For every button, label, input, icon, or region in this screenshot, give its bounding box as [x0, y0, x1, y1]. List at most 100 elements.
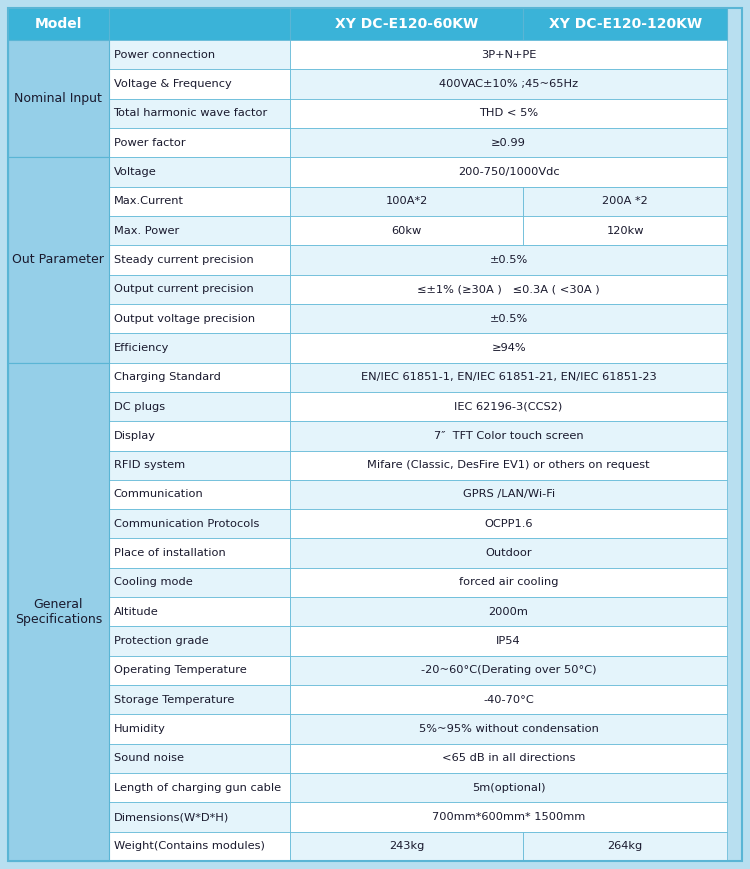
Bar	[109, 656, 290, 685]
Text: THD < 5%: THD < 5%	[479, 109, 538, 118]
Bar	[290, 832, 524, 861]
Bar	[109, 773, 290, 802]
Bar	[290, 128, 728, 157]
Bar	[109, 187, 290, 216]
Bar	[109, 802, 290, 832]
Bar	[290, 450, 728, 480]
Text: Place of installation: Place of installation	[113, 548, 225, 558]
Bar	[109, 216, 290, 245]
Bar	[290, 509, 728, 539]
Bar	[8, 157, 109, 362]
Text: Voltage: Voltage	[113, 167, 156, 177]
Bar	[109, 744, 290, 773]
Text: ≤±1% (≥30A )   ≤0.3A ( <30A ): ≤±1% (≥30A ) ≤0.3A ( <30A )	[417, 284, 600, 295]
Text: Outdoor: Outdoor	[485, 548, 532, 558]
Text: 5%~95% without condensation: 5%~95% without condensation	[419, 724, 598, 734]
Bar	[524, 8, 728, 40]
Text: 700mm*600mm* 1500mm: 700mm*600mm* 1500mm	[432, 812, 585, 822]
Bar	[290, 567, 728, 597]
Text: 120kw: 120kw	[607, 226, 644, 235]
Text: 2000m: 2000m	[489, 607, 529, 617]
Text: IEC 62196-3(CCS2): IEC 62196-3(CCS2)	[454, 401, 562, 412]
Bar	[109, 421, 290, 450]
Bar	[290, 362, 728, 392]
Text: Protection grade: Protection grade	[113, 636, 209, 646]
Bar	[524, 216, 728, 245]
Text: 400VAC±10% ;45~65Hz: 400VAC±10% ;45~65Hz	[439, 79, 578, 89]
Text: DC plugs: DC plugs	[113, 401, 165, 412]
Text: Charging Standard: Charging Standard	[113, 372, 220, 382]
Text: 200A *2: 200A *2	[602, 196, 648, 206]
Bar	[290, 392, 728, 421]
Bar	[290, 480, 728, 509]
Bar	[109, 99, 290, 128]
Text: OCPP1.6: OCPP1.6	[484, 519, 532, 529]
Bar	[109, 157, 290, 187]
Bar	[109, 128, 290, 157]
Bar	[290, 40, 728, 70]
Bar	[109, 245, 290, 275]
Text: Out Parameter: Out Parameter	[12, 254, 104, 267]
Bar	[290, 744, 728, 773]
Bar	[290, 421, 728, 450]
Text: 243kg: 243kg	[388, 841, 424, 852]
Bar	[290, 685, 728, 714]
Text: 200-750/1000Vdc: 200-750/1000Vdc	[458, 167, 560, 177]
Text: Storage Temperature: Storage Temperature	[113, 694, 234, 705]
Text: Output voltage precision: Output voltage precision	[113, 314, 255, 323]
Text: Max. Power: Max. Power	[113, 226, 178, 235]
Text: ±0.5%: ±0.5%	[490, 255, 528, 265]
Text: 100A*2: 100A*2	[386, 196, 427, 206]
Bar	[109, 333, 290, 362]
Bar	[290, 157, 728, 187]
Text: -40-70°C: -40-70°C	[483, 694, 534, 705]
Bar	[290, 304, 728, 333]
Text: 264kg: 264kg	[608, 841, 643, 852]
Text: -20~60°C(Derating over 50°C): -20~60°C(Derating over 50°C)	[421, 666, 596, 675]
Bar	[109, 275, 290, 304]
Text: 7″  TFT Color touch screen: 7″ TFT Color touch screen	[433, 431, 584, 441]
Bar	[109, 70, 290, 99]
Bar	[109, 714, 290, 744]
Text: ≥94%: ≥94%	[491, 343, 526, 353]
Text: Communication: Communication	[113, 489, 203, 500]
Text: Max.Current: Max.Current	[113, 196, 184, 206]
Bar	[290, 216, 524, 245]
Text: Weight(Contains modules): Weight(Contains modules)	[113, 841, 265, 852]
Bar	[524, 832, 728, 861]
Text: Cooling mode: Cooling mode	[113, 577, 192, 587]
Text: Sound noise: Sound noise	[113, 753, 184, 763]
Text: Humidity: Humidity	[113, 724, 166, 734]
Bar	[109, 509, 290, 539]
Text: Dimensions(W*D*H): Dimensions(W*D*H)	[113, 812, 229, 822]
Bar	[109, 392, 290, 421]
Text: Length of charging gun cable: Length of charging gun cable	[113, 783, 280, 793]
Bar	[290, 627, 728, 656]
Bar	[109, 362, 290, 392]
Text: 3P+N+PE: 3P+N+PE	[481, 50, 536, 60]
Bar	[109, 832, 290, 861]
Text: IP54: IP54	[496, 636, 521, 646]
Text: Display: Display	[113, 431, 155, 441]
Text: Operating Temperature: Operating Temperature	[113, 666, 246, 675]
Bar	[109, 450, 290, 480]
Bar	[109, 627, 290, 656]
Text: 60kw: 60kw	[392, 226, 422, 235]
Text: ≥0.99: ≥0.99	[491, 137, 526, 148]
Bar	[290, 275, 728, 304]
Bar	[109, 40, 290, 70]
Bar	[109, 480, 290, 509]
Text: <65 dB in all directions: <65 dB in all directions	[442, 753, 575, 763]
Bar	[290, 333, 728, 362]
Text: forced air cooling: forced air cooling	[459, 577, 558, 587]
Bar	[290, 773, 728, 802]
Bar	[109, 597, 290, 627]
Text: Steady current precision: Steady current precision	[113, 255, 254, 265]
Text: Nominal Input: Nominal Input	[14, 92, 102, 105]
Text: Output current precision: Output current precision	[113, 284, 254, 295]
Text: Altitude: Altitude	[113, 607, 158, 617]
Text: EN/IEC 61851-1, EN/IEC 61851-21, EN/IEC 61851-23: EN/IEC 61851-1, EN/IEC 61851-21, EN/IEC …	[361, 372, 656, 382]
Text: General
Specifications: General Specifications	[15, 598, 102, 626]
Bar	[8, 8, 109, 40]
Bar	[290, 99, 728, 128]
